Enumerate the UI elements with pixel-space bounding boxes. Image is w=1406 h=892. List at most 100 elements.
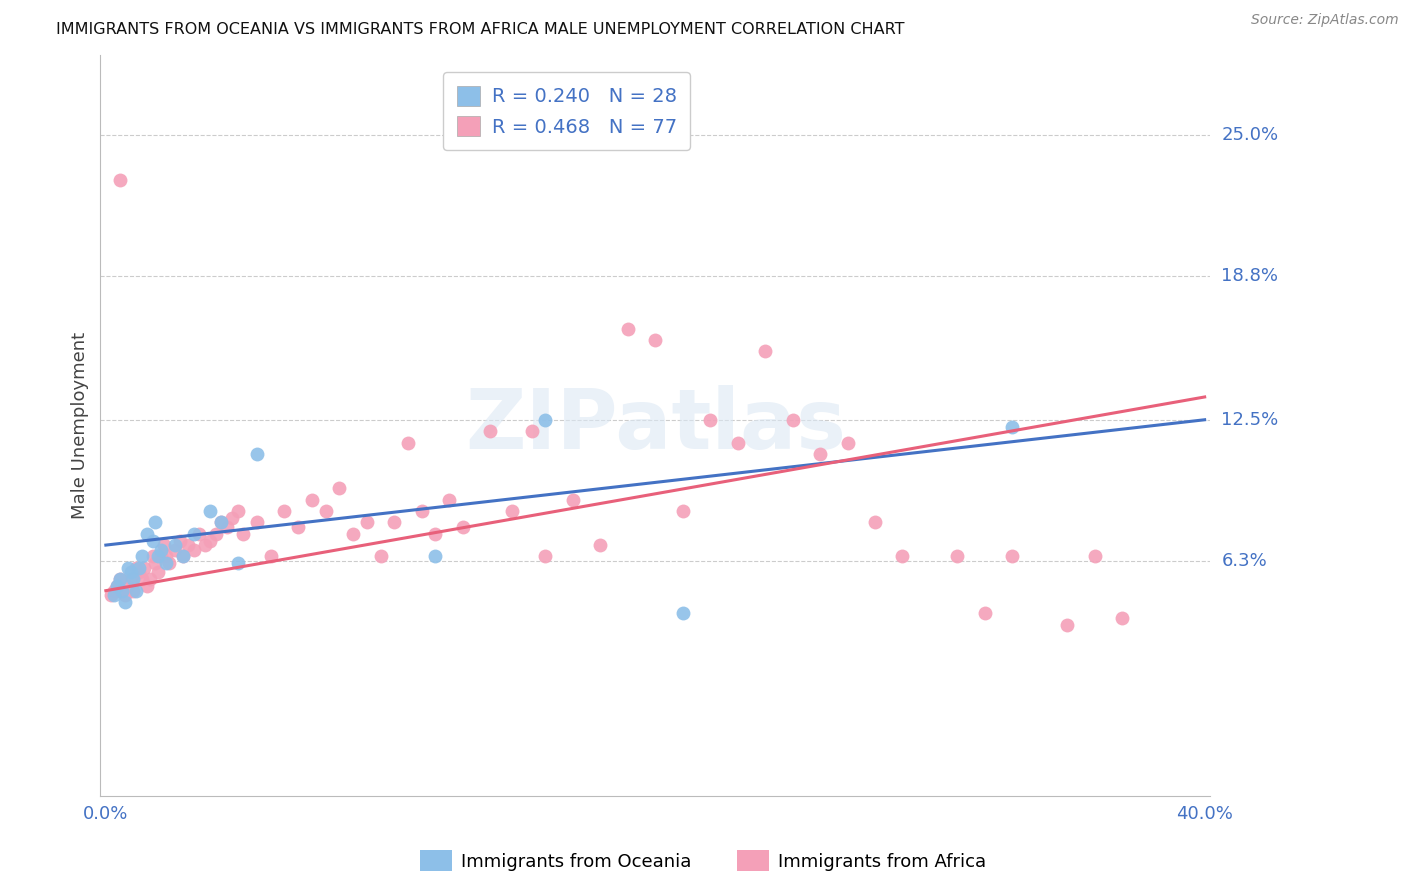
- Text: 12.5%: 12.5%: [1222, 410, 1278, 429]
- Point: [287, 520, 309, 534]
- Point: [108, 173, 131, 187]
- Point: [146, 566, 169, 580]
- Point: [163, 538, 186, 552]
- Point: [837, 435, 859, 450]
- Point: [149, 542, 172, 557]
- Point: [501, 504, 523, 518]
- Point: [396, 435, 419, 450]
- Point: [315, 504, 337, 518]
- Point: [1084, 549, 1107, 564]
- Point: [534, 413, 557, 427]
- Point: [152, 538, 174, 552]
- Point: [136, 526, 159, 541]
- Point: [172, 549, 194, 564]
- Point: [111, 583, 134, 598]
- Point: [131, 549, 153, 564]
- Legend: Immigrants from Oceania, Immigrants from Africa: Immigrants from Oceania, Immigrants from…: [412, 843, 994, 879]
- Point: [215, 520, 238, 534]
- Point: [439, 492, 461, 507]
- Point: [260, 549, 283, 564]
- Point: [108, 583, 131, 598]
- Point: [644, 333, 666, 347]
- Point: [451, 520, 474, 534]
- Point: [425, 526, 447, 541]
- Point: [808, 447, 831, 461]
- Point: [1111, 611, 1133, 625]
- Point: [155, 557, 177, 571]
- Point: [411, 504, 433, 518]
- Point: [672, 504, 695, 518]
- Point: [103, 583, 125, 598]
- Point: [105, 579, 128, 593]
- Point: [149, 549, 172, 564]
- Point: [617, 321, 640, 335]
- Point: [204, 526, 226, 541]
- Text: 6.3%: 6.3%: [1222, 552, 1267, 570]
- Point: [131, 572, 153, 586]
- Point: [273, 504, 295, 518]
- Point: [141, 533, 163, 548]
- Point: [108, 572, 131, 586]
- Point: [209, 516, 232, 530]
- Point: [782, 413, 804, 427]
- Point: [141, 549, 163, 564]
- Point: [194, 538, 217, 552]
- Point: [146, 549, 169, 564]
- Point: [301, 492, 323, 507]
- Point: [114, 595, 136, 609]
- Point: [973, 607, 995, 621]
- Point: [183, 526, 205, 541]
- Point: [183, 542, 205, 557]
- Legend: R = 0.240   N = 28, R = 0.468   N = 77: R = 0.240 N = 28, R = 0.468 N = 77: [443, 72, 690, 150]
- Point: [108, 572, 131, 586]
- Point: [382, 516, 405, 530]
- Point: [169, 533, 191, 548]
- Point: [172, 549, 194, 564]
- Point: [356, 516, 378, 530]
- Point: [155, 549, 177, 564]
- Point: [128, 561, 150, 575]
- Point: [209, 516, 232, 530]
- Point: [1056, 617, 1078, 632]
- Point: [589, 538, 612, 552]
- Text: Source: ZipAtlas.com: Source: ZipAtlas.com: [1251, 13, 1399, 28]
- Point: [128, 566, 150, 580]
- Point: [672, 607, 695, 621]
- Point: [157, 557, 180, 571]
- Point: [105, 579, 128, 593]
- Point: [134, 561, 156, 575]
- Point: [125, 583, 148, 598]
- Point: [226, 504, 249, 518]
- Point: [246, 447, 269, 461]
- Point: [370, 549, 392, 564]
- Point: [479, 424, 502, 438]
- Point: [114, 588, 136, 602]
- Point: [117, 579, 139, 593]
- Point: [727, 435, 749, 450]
- Point: [246, 516, 269, 530]
- Point: [122, 572, 145, 586]
- Point: [232, 526, 254, 541]
- Point: [891, 549, 914, 564]
- Point: [425, 549, 447, 564]
- Text: 25.0%: 25.0%: [1222, 126, 1278, 144]
- Point: [111, 583, 134, 598]
- Point: [520, 424, 543, 438]
- Y-axis label: Male Unemployment: Male Unemployment: [72, 332, 89, 519]
- Point: [139, 572, 162, 586]
- Point: [120, 572, 142, 586]
- Point: [1001, 419, 1024, 434]
- Point: [200, 533, 222, 548]
- Text: ZIPatlas: ZIPatlas: [465, 385, 846, 466]
- Point: [221, 510, 243, 524]
- Point: [226, 557, 249, 571]
- Point: [754, 344, 776, 359]
- Text: 18.8%: 18.8%: [1222, 268, 1278, 285]
- Point: [699, 413, 721, 427]
- Point: [342, 526, 364, 541]
- Point: [125, 561, 148, 575]
- Point: [188, 526, 211, 541]
- Point: [200, 504, 222, 518]
- Point: [863, 516, 886, 530]
- Text: IMMIGRANTS FROM OCEANIA VS IMMIGRANTS FROM AFRICA MALE UNEMPLOYMENT CORRELATION : IMMIGRANTS FROM OCEANIA VS IMMIGRANTS FR…: [56, 22, 904, 37]
